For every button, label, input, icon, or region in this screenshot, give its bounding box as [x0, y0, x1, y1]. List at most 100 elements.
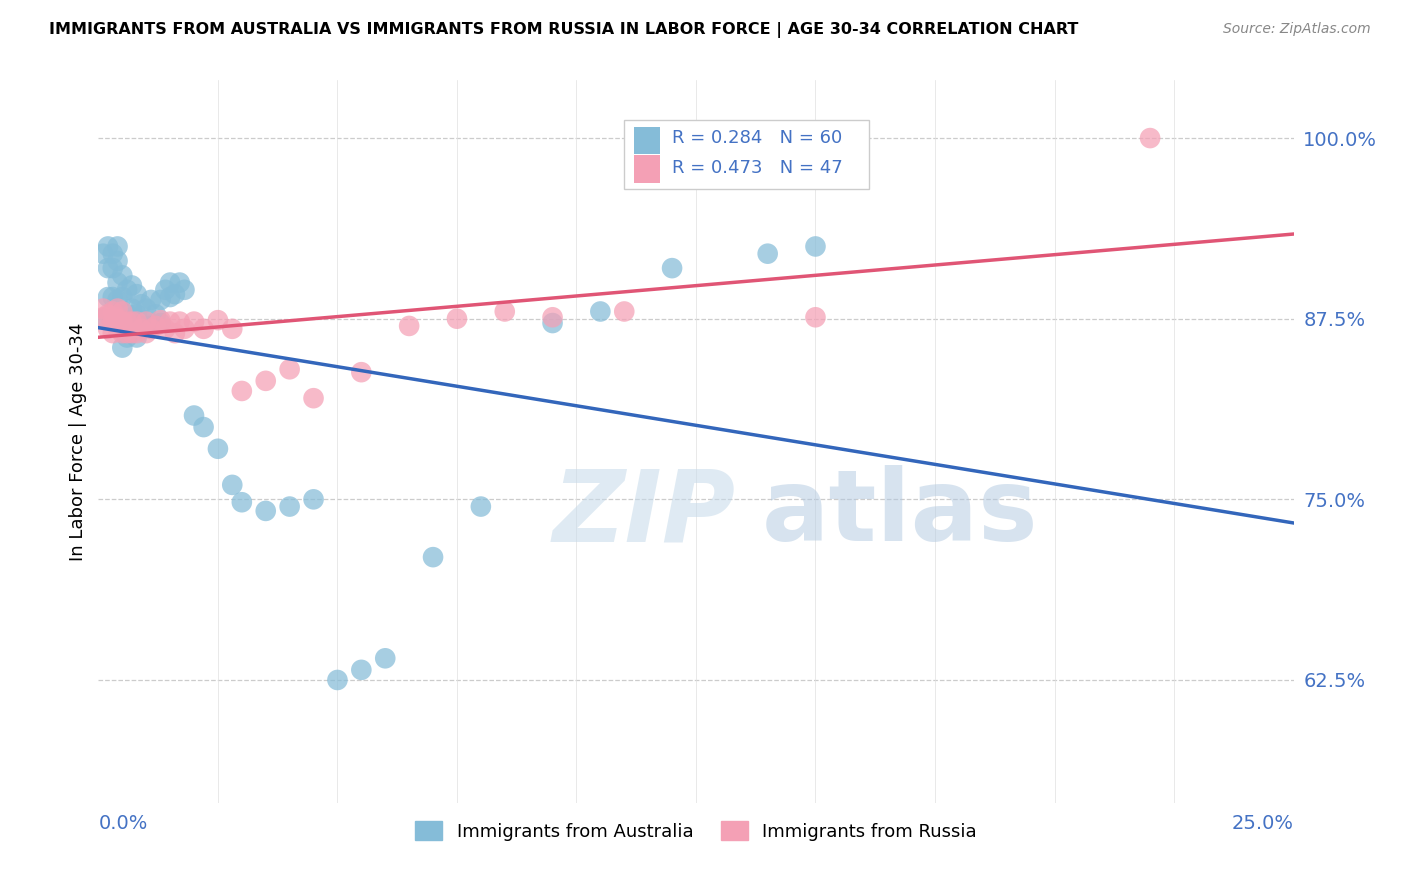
FancyBboxPatch shape — [634, 155, 661, 183]
Point — [97, 261, 120, 276]
Point — [91, 311, 114, 326]
Point — [97, 290, 120, 304]
Point — [149, 293, 172, 307]
Point — [111, 290, 134, 304]
Point — [254, 504, 277, 518]
Point — [107, 253, 129, 268]
Point — [207, 442, 229, 456]
Point — [155, 322, 177, 336]
Point — [183, 409, 205, 423]
Point — [91, 246, 114, 260]
Point — [111, 304, 134, 318]
FancyBboxPatch shape — [634, 127, 661, 154]
Point — [145, 307, 167, 321]
Text: ZIP: ZIP — [553, 466, 735, 562]
Point — [97, 239, 120, 253]
Bar — [624, 120, 869, 189]
Point — [111, 326, 134, 341]
Point — [139, 322, 162, 336]
Point — [135, 301, 157, 316]
Point — [135, 326, 157, 341]
Point — [107, 311, 129, 326]
Point — [121, 315, 143, 329]
Point — [101, 311, 124, 326]
Point — [111, 341, 134, 355]
Point — [183, 315, 205, 329]
Point — [131, 318, 153, 333]
Point — [101, 326, 124, 341]
Point — [278, 500, 301, 514]
Point — [91, 310, 114, 325]
Point — [125, 287, 148, 301]
Point — [589, 304, 612, 318]
Point — [302, 492, 325, 507]
Point — [125, 330, 148, 344]
Point — [107, 239, 129, 253]
Point — [1139, 131, 1161, 145]
Point — [125, 307, 148, 321]
Point — [121, 326, 143, 341]
Point — [115, 315, 138, 329]
Point — [135, 315, 157, 329]
Point — [155, 283, 177, 297]
Point — [131, 322, 153, 336]
Point — [661, 261, 683, 276]
Point — [135, 318, 157, 333]
Text: IMMIGRANTS FROM AUSTRALIA VS IMMIGRANTS FROM RUSSIA IN LABOR FORCE | AGE 30-34 C: IMMIGRANTS FROM AUSTRALIA VS IMMIGRANTS … — [49, 22, 1078, 38]
Point — [541, 310, 564, 325]
Point — [207, 313, 229, 327]
Point — [163, 326, 186, 341]
Point — [541, 316, 564, 330]
Point — [163, 287, 186, 301]
Point — [101, 261, 124, 276]
Point — [115, 330, 138, 344]
Point — [121, 322, 143, 336]
Point — [254, 374, 277, 388]
Point — [350, 365, 373, 379]
Point — [107, 322, 129, 336]
Point — [804, 239, 827, 253]
Point — [159, 290, 181, 304]
Point — [159, 276, 181, 290]
Point — [350, 663, 373, 677]
Point — [101, 290, 124, 304]
Point — [278, 362, 301, 376]
Text: 0.0%: 0.0% — [98, 814, 148, 833]
Point — [131, 297, 153, 311]
Point — [169, 276, 191, 290]
Point — [101, 304, 124, 318]
Point — [173, 283, 195, 297]
Point — [101, 315, 124, 329]
Point — [326, 673, 349, 687]
Point — [121, 278, 143, 293]
Point — [613, 304, 636, 318]
Point — [139, 318, 162, 333]
Text: Source: ZipAtlas.com: Source: ZipAtlas.com — [1223, 22, 1371, 37]
Point — [91, 301, 114, 316]
Point — [193, 420, 215, 434]
Text: R = 0.284   N = 60: R = 0.284 N = 60 — [672, 129, 842, 147]
Point — [125, 315, 148, 329]
Point — [111, 268, 134, 283]
Point — [169, 315, 191, 329]
Y-axis label: In Labor Force | Age 30-34: In Labor Force | Age 30-34 — [69, 322, 87, 561]
Point — [115, 307, 138, 321]
Point — [115, 283, 138, 297]
Point — [145, 318, 167, 333]
Point — [756, 246, 779, 260]
Point — [221, 478, 243, 492]
Legend: Immigrants from Australia, Immigrants from Russia: Immigrants from Australia, Immigrants fr… — [408, 814, 984, 848]
Point — [470, 500, 492, 514]
Point — [125, 326, 148, 341]
Point — [111, 318, 134, 333]
Point — [107, 293, 129, 307]
Point — [97, 307, 120, 321]
Point — [97, 322, 120, 336]
Point — [107, 301, 129, 316]
Point — [159, 315, 181, 329]
Point — [149, 313, 172, 327]
Point — [398, 318, 420, 333]
Point — [107, 276, 129, 290]
Point — [139, 293, 162, 307]
Point — [111, 315, 134, 329]
